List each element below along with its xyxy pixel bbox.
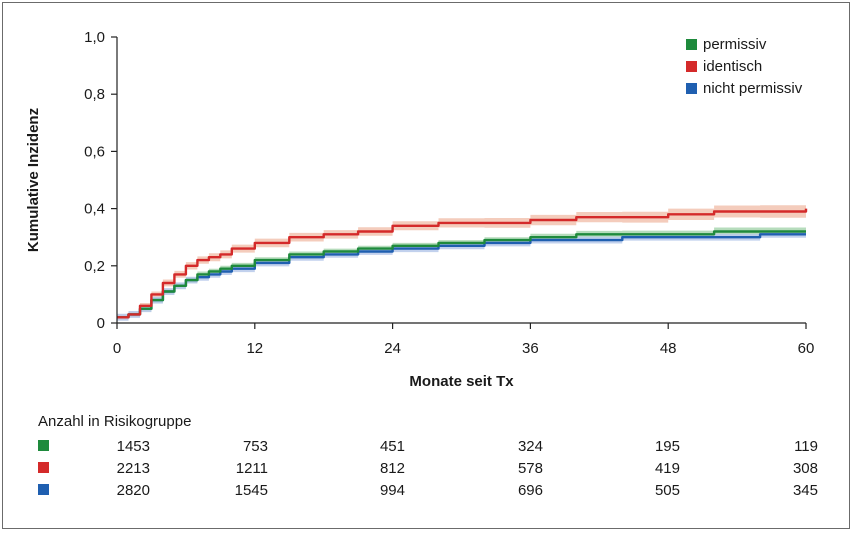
risk-swatch bbox=[38, 462, 49, 473]
y-tick-label: 0,4 bbox=[84, 201, 105, 218]
risk-count: 1453 bbox=[117, 438, 150, 455]
legend: permissiv identisch nicht permissiv bbox=[686, 36, 803, 97]
risk-count: 1545 bbox=[235, 482, 268, 499]
risk-count: 812 bbox=[380, 460, 405, 477]
risk-count: 2213 bbox=[117, 460, 150, 477]
x-tick-label: 60 bbox=[798, 340, 815, 357]
x-tick-label: 12 bbox=[246, 340, 263, 357]
x-tick-label: 36 bbox=[522, 340, 539, 357]
x-axis-title: Monate seit Tx bbox=[409, 373, 514, 390]
risk-swatch bbox=[38, 484, 49, 495]
risk-count: 324 bbox=[518, 438, 543, 455]
risk-count: 994 bbox=[380, 482, 405, 499]
y-axis-title: Kumulative Inzidenz bbox=[25, 108, 42, 252]
risk-table-title: Anzahl in Risikogruppe bbox=[38, 413, 191, 430]
risk-count: 195 bbox=[655, 438, 680, 455]
y-tick-label: 0 bbox=[97, 315, 105, 332]
band-nicht-permissiv bbox=[117, 230, 806, 321]
confidence-bands bbox=[117, 202, 806, 321]
line-identisch bbox=[117, 208, 808, 319]
x-tick-label: 24 bbox=[384, 340, 401, 357]
risk-count: 2820 bbox=[117, 482, 150, 499]
risk-count: 578 bbox=[518, 460, 543, 477]
band-identisch bbox=[117, 202, 806, 321]
legend-swatch bbox=[686, 83, 697, 94]
y-tick-label: 0,8 bbox=[84, 86, 105, 103]
risk-count: 753 bbox=[243, 438, 268, 455]
legend-swatch bbox=[686, 39, 697, 50]
y-tick-label: 0,6 bbox=[84, 143, 105, 160]
line-nicht-permissiv bbox=[117, 233, 806, 319]
risk-count: 1211 bbox=[236, 460, 268, 477]
line-permissiv bbox=[117, 230, 806, 319]
risk-count: 419 bbox=[655, 460, 680, 477]
series-lines bbox=[117, 208, 808, 319]
legend-label: nicht permissiv bbox=[703, 80, 803, 97]
y-tick-label: 0,2 bbox=[84, 258, 105, 275]
risk-count: 696 bbox=[518, 482, 543, 499]
risk-swatch bbox=[38, 440, 49, 451]
risk-table: Anzahl in Risikogruppe 1453 753 451 324 195 1… bbox=[38, 413, 818, 499]
legend-swatch bbox=[686, 61, 697, 72]
risk-count: 308 bbox=[793, 460, 818, 477]
risk-count: 345 bbox=[793, 482, 818, 499]
legend-label: permissiv bbox=[703, 36, 767, 53]
risk-count: 505 bbox=[655, 482, 680, 499]
risk-count: 119 bbox=[794, 438, 818, 455]
legend-label: identisch bbox=[703, 58, 762, 75]
x-tick-label: 48 bbox=[660, 340, 677, 357]
tick-marks: 0 0,2 0,4 0,6 0,8 1,0 0 12 24 36 48 60 bbox=[84, 29, 814, 357]
x-tick-label: 0 bbox=[113, 340, 121, 357]
y-tick-label: 1,0 bbox=[84, 29, 105, 46]
axes bbox=[116, 37, 806, 324]
risk-count: 451 bbox=[380, 438, 405, 455]
